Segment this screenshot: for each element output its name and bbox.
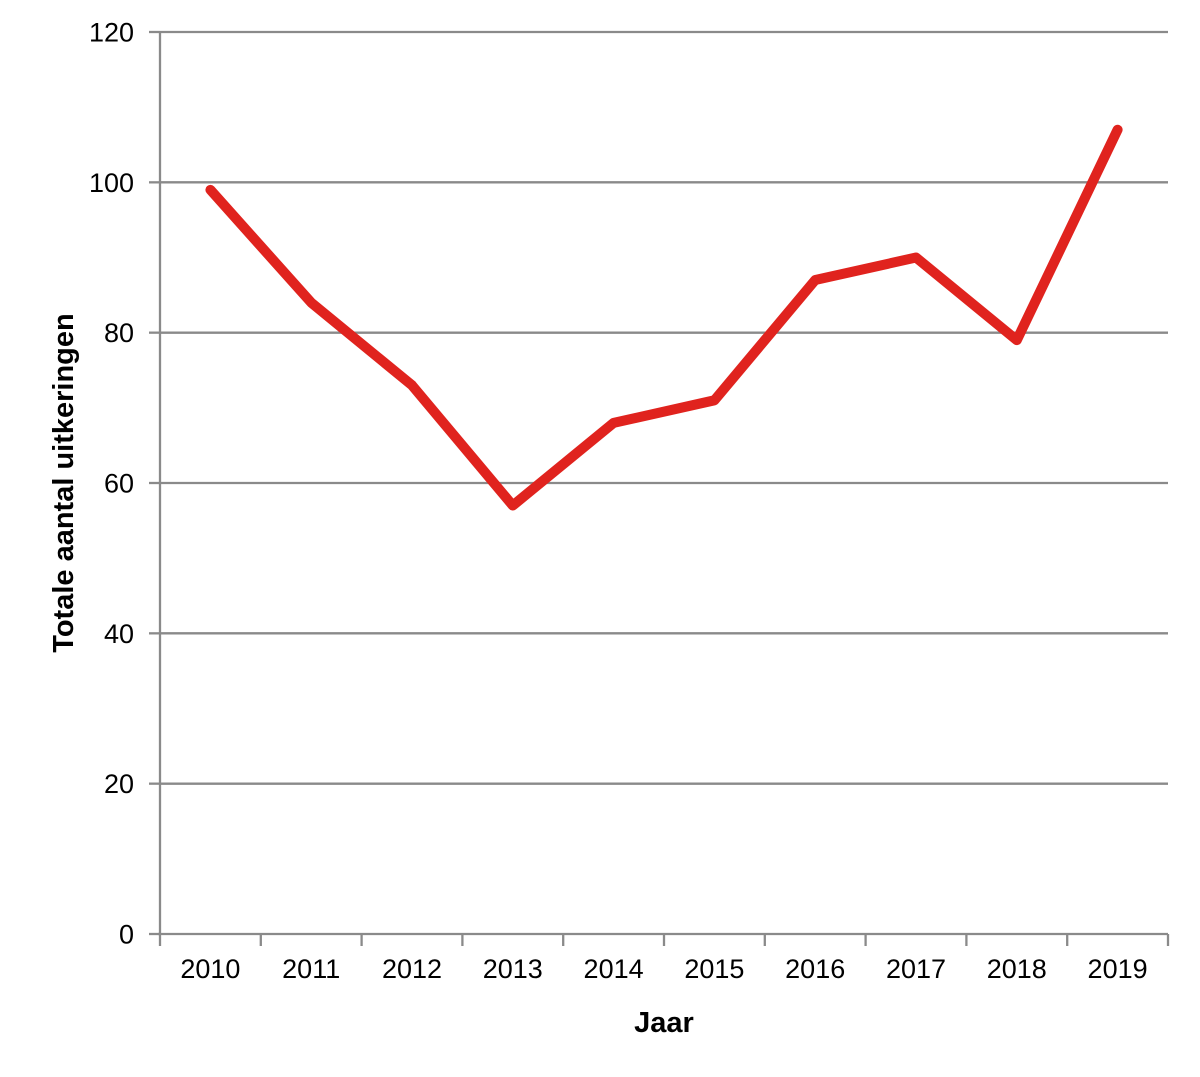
y-axis-ticks <box>149 30 160 936</box>
x-tick-label-2016: 2016 <box>785 954 845 984</box>
x-tick-label-2011: 2011 <box>282 954 340 984</box>
x-tick-label-2015: 2015 <box>684 954 744 984</box>
y-tick-label-40: 40 <box>104 619 134 649</box>
x-tick-label-2010: 2010 <box>180 954 240 984</box>
x-tick-labels: 2010 2011 2012 2013 2014 2015 2016 2017 2018 2019 <box>180 954 1147 984</box>
y-axis-title: Totale aantal uitkeringen <box>48 313 80 652</box>
y-tick-label-20: 20 <box>104 769 134 799</box>
y-tick-label-0: 0 <box>119 919 134 949</box>
y-tick-label-60: 60 <box>104 468 134 498</box>
x-tick-label-2013: 2013 <box>483 954 543 984</box>
x-tick-label-2019: 2019 <box>1088 954 1148 984</box>
y-tick-label-120: 120 <box>89 17 134 47</box>
x-tick-label-2017: 2017 <box>886 954 946 984</box>
x-tick-label-2014: 2014 <box>584 954 644 984</box>
x-axis-title: Jaar <box>634 1007 694 1039</box>
gridlines <box>160 30 1168 785</box>
y-tick-labels: 0 20 40 60 80 100 120 <box>89 17 134 949</box>
x-tick-label-2012: 2012 <box>382 954 442 984</box>
x-axis-ticks <box>158 934 1170 946</box>
series-line-totale-aantal-uitkeringen <box>205 124 1123 511</box>
y-tick-label-80: 80 <box>104 318 134 348</box>
y-tick-label-100: 100 <box>89 168 134 198</box>
x-tick-label-2018: 2018 <box>987 954 1047 984</box>
